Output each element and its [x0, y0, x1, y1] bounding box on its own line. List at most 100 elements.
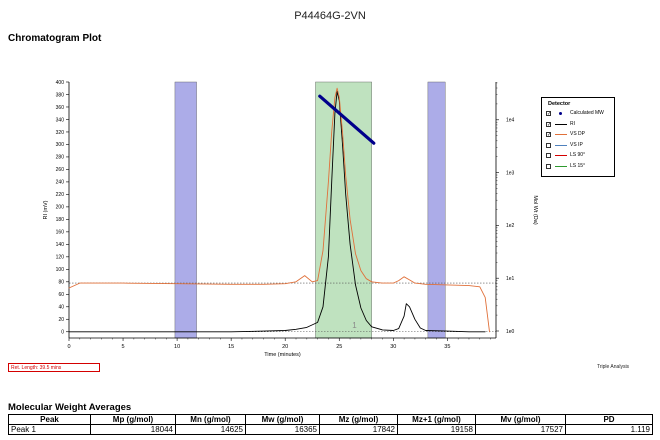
x-axis-label: Time (minutes)	[264, 352, 301, 358]
y-tick-label: 160	[56, 230, 65, 236]
y-tick-label: 60	[58, 292, 64, 298]
legend-swatch	[555, 123, 567, 125]
cell-mw: 16365	[245, 424, 320, 435]
cell-mz: 17842	[319, 424, 398, 435]
y-tick-label: 400	[56, 80, 65, 86]
y-tick-label: 320	[56, 130, 65, 136]
y-tick-label: 20	[58, 317, 64, 323]
y2-tick-label: 1e4	[506, 118, 515, 124]
y2-tick-label: 1e3	[506, 170, 515, 176]
col-peak: Peak	[8, 414, 91, 425]
y-tick-label: 300	[56, 142, 65, 148]
legend-swatch	[555, 155, 567, 156]
x-tick-label: 20	[282, 344, 288, 350]
series-line-calculated-mw	[318, 94, 376, 145]
legend-label: RI	[570, 120, 575, 127]
cell-mz1: 19158	[397, 424, 476, 435]
region-1	[315, 81, 372, 339]
y-tick-label: 200	[56, 205, 65, 211]
col-mw: Mw (g/mol)	[245, 414, 320, 425]
legend-checkbox[interactable]	[546, 153, 551, 158]
col-mv: Mv (g/mol)	[475, 414, 566, 425]
x-tick-label: 30	[390, 344, 396, 350]
legend-title: Detector	[548, 101, 571, 107]
y-tick-label: 380	[56, 92, 65, 98]
table-row: Peak 1 18044 14625 16365 17842 19158 175…	[8, 424, 653, 435]
col-mn: Mn (g/mol)	[175, 414, 246, 425]
legend-checkbox[interactable]: ✓	[546, 132, 552, 138]
table-header-row: Peak Mp (g/mol) Mn (g/mol) Mw (g/mol) Mz…	[8, 414, 653, 425]
legend-checkbox[interactable]	[546, 142, 551, 148]
col-mz: Mz (g/mol)	[319, 414, 398, 425]
x-tick-label: 25	[336, 344, 342, 350]
col-pd: PD	[565, 414, 653, 425]
legend-swatch	[555, 165, 567, 167]
y-axis-label: RI (mV)	[43, 200, 49, 219]
triple-analysis-label: Triple Analysis	[597, 364, 630, 370]
molecular-weight-table: Peak Mp (g/mol) Mn (g/mol) Mw (g/mol) Mz…	[8, 414, 653, 435]
axes: 0204060801001201401601802002202402602803…	[56, 80, 515, 350]
legend-checkbox[interactable]	[546, 163, 551, 169]
legend-item: LS 15°	[546, 163, 614, 171]
y2-tick-label: 1e0	[506, 329, 515, 335]
legend-checkbox[interactable]: ✓	[546, 111, 552, 117]
legend-label: VS IP	[570, 141, 583, 148]
retention-length-box: Ret. Length: 39.5 mins	[8, 363, 100, 372]
cell-mn: 14625	[175, 424, 246, 435]
col-mz1: Mz+1 (g/mol)	[397, 414, 476, 425]
y2-tick-label: 1e1	[506, 276, 515, 282]
legend-swatch	[555, 111, 567, 115]
region-2	[427, 81, 446, 339]
chromatogram-chart: 0204060801001201401601802002202402602803…	[43, 80, 538, 358]
dot-icon	[559, 111, 562, 115]
y-tick-label: 180	[56, 217, 65, 223]
cell-mp: 18044	[90, 424, 176, 435]
legend-label: LS 90°	[570, 152, 586, 158]
legend-item: LS 90°	[546, 152, 614, 160]
legend-checkbox[interactable]: ✓	[546, 121, 552, 128]
peak-number-label: 1	[352, 321, 357, 330]
axis-labels: 1 Time (minutes) RI (mV) Mol Wt (Da)	[43, 195, 538, 358]
cell-pd: 1.119	[565, 424, 653, 435]
mwa-heading: Molecular Weight Averages	[8, 402, 132, 413]
legend-item: ✓ RI	[546, 121, 614, 129]
detector-legend: Detector ✓ Calculated MW ✓ RI ✓ VS DP VS IP LS …	[541, 97, 615, 177]
x-tick-label: 5	[122, 344, 125, 350]
legend-label: Calculated MW	[570, 110, 604, 116]
legend-swatch	[555, 134, 567, 135]
legend-swatch	[555, 144, 567, 146]
y-tick-label: 80	[58, 280, 64, 286]
legend-item: ✓ VS DP	[546, 131, 614, 139]
plot-heading: Chromatogram Plot	[8, 33, 102, 44]
y-tick-label: 40	[58, 305, 64, 311]
series-line-ri	[68, 90, 486, 333]
x-tick-label: 0	[67, 344, 70, 350]
x-tick-label: 15	[228, 344, 234, 350]
y2-tick-label: 1e2	[506, 223, 515, 229]
y-tick-label: 360	[56, 105, 65, 111]
y-tick-label: 140	[56, 242, 65, 248]
sample-title: P44464G-2VN	[294, 10, 366, 22]
cell-peak: Peak 1	[8, 424, 91, 435]
y-tick-label: 280	[56, 155, 65, 161]
y-tick-label: 340	[56, 117, 65, 123]
y2-axis-label: Mol Wt (Da)	[532, 195, 538, 225]
y-tick-label: 220	[56, 192, 65, 198]
y-tick-label: 0	[61, 330, 64, 336]
y-tick-label: 120	[56, 255, 65, 261]
selection-regions	[174, 81, 446, 339]
cell-mv: 17527	[475, 424, 566, 435]
legend-item: VS IP	[546, 142, 614, 150]
y-tick-label: 260	[56, 167, 65, 173]
x-tick-label: 10	[174, 344, 180, 350]
legend-label: LS 15°	[570, 162, 586, 169]
x-tick-label: 35	[444, 344, 450, 350]
col-mp: Mp (g/mol)	[90, 414, 176, 425]
y-tick-label: 100	[56, 267, 65, 273]
legend-label: VS DP	[570, 131, 586, 137]
series-line-vs-dp	[68, 87, 490, 333]
y-tick-label: 240	[56, 180, 65, 186]
baseline-lines	[69, 282, 496, 333]
legend-item: ✓ Calculated MW	[546, 110, 614, 118]
series-lines	[68, 87, 490, 333]
